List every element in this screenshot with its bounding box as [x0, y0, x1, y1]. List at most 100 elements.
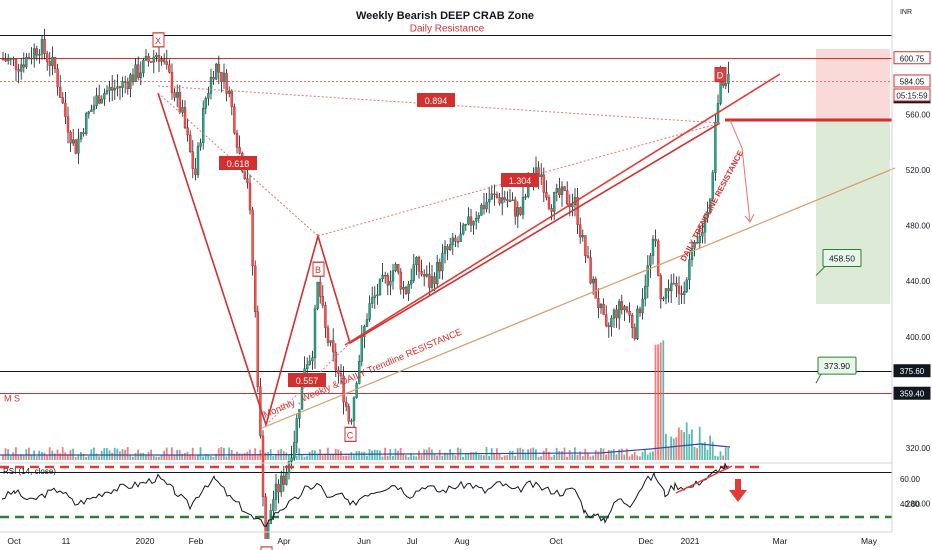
volume-bar — [602, 448, 605, 460]
candle-body — [646, 265, 649, 287]
volume-bar — [719, 451, 722, 460]
candle-body — [571, 204, 574, 208]
volume-bar — [433, 453, 436, 460]
candle-body — [126, 82, 130, 90]
candle-body — [514, 199, 517, 217]
candle-body — [17, 69, 20, 72]
volume-bar — [407, 456, 410, 460]
volume-bar — [288, 454, 290, 460]
candle-body — [4, 59, 7, 62]
candle-body — [503, 197, 506, 200]
volume-bar — [4, 448, 7, 460]
price-tick-label: 400.00 — [906, 333, 931, 342]
volume-bar — [204, 453, 207, 460]
ratio-label: 1.304 — [509, 176, 532, 186]
candle-body — [277, 483, 280, 493]
volume-bar — [355, 451, 358, 460]
volume-bar — [189, 455, 191, 460]
volume-bar — [561, 451, 563, 460]
volume-bar — [615, 454, 618, 460]
volume-bar — [657, 344, 659, 460]
level-label: Daily Resistance — [410, 24, 485, 35]
volume-bar — [610, 450, 613, 460]
candle-body — [225, 72, 228, 94]
candle-body — [508, 200, 512, 202]
candle-body — [386, 275, 389, 286]
volume-bar — [191, 447, 194, 460]
candle-body — [519, 207, 522, 215]
volume-bar — [550, 456, 553, 460]
candle-body — [90, 109, 93, 113]
candle-body — [376, 294, 379, 296]
candle-body — [188, 134, 192, 152]
volume-bar — [9, 454, 12, 460]
volume-bar — [353, 455, 355, 460]
candle-body — [204, 98, 208, 109]
candle-body — [61, 97, 64, 104]
pattern-point-label: X — [155, 36, 161, 46]
candle-body — [423, 274, 426, 277]
candle-body — [134, 64, 137, 82]
candle-body — [654, 238, 657, 242]
volume-bar — [584, 448, 587, 460]
volume-bar — [282, 451, 285, 460]
candle-body — [602, 303, 605, 315]
price-tag — [893, 51, 931, 65]
volume-bar — [20, 454, 22, 460]
volume-bar — [61, 447, 64, 460]
volume-bar — [225, 456, 228, 460]
candle-body — [521, 197, 525, 215]
candle-body — [488, 198, 491, 203]
volume-bar — [626, 448, 628, 460]
price-tick-label: 320.00 — [906, 444, 931, 453]
level-label: M S — [4, 394, 20, 404]
candle-body — [6, 58, 10, 62]
volume-bar — [347, 455, 350, 460]
volume-bar — [423, 449, 425, 460]
volume-bar — [579, 451, 581, 460]
candle-body — [201, 107, 205, 144]
volume-bar — [631, 454, 633, 460]
volume-bar — [711, 441, 714, 460]
volume-bar — [106, 448, 108, 460]
volume-bar — [613, 449, 615, 460]
candle-body — [365, 319, 369, 327]
candle-body — [563, 186, 566, 191]
candle-body — [136, 64, 140, 78]
candle-body — [332, 340, 335, 353]
candle-body — [628, 311, 631, 316]
candle-body — [467, 216, 470, 225]
candle-body — [306, 364, 309, 369]
volume-bar — [540, 456, 542, 460]
candle-body — [352, 397, 356, 421]
volume-bar — [537, 456, 540, 460]
candle-body — [149, 61, 153, 63]
candle-body — [625, 306, 629, 312]
volume-bar — [41, 452, 43, 460]
volume-bar — [324, 453, 327, 460]
candle-body — [9, 58, 13, 60]
candle-body — [501, 197, 504, 204]
volume-bar — [672, 438, 675, 460]
projection-arrowhead — [744, 213, 755, 223]
volume-bar — [451, 452, 454, 460]
candle-body — [165, 61, 169, 65]
volume-bar — [568, 450, 571, 460]
rsi-down-arrow-icon — [729, 479, 747, 502]
volume-bar — [77, 455, 80, 460]
volume-bar — [675, 437, 678, 460]
volume-bar — [693, 446, 696, 460]
volume-bar — [410, 452, 412, 460]
candle-body — [714, 121, 717, 173]
volume-bar — [15, 447, 17, 460]
candle-body — [59, 86, 62, 98]
candle-body — [456, 241, 460, 243]
candle-body — [207, 93, 210, 99]
candle-body — [196, 146, 200, 176]
candle-body — [233, 106, 236, 134]
rsi-title: RSI (14, close) — [3, 467, 56, 476]
candle-body — [51, 57, 54, 66]
volume-bar — [98, 456, 100, 460]
price-tag-label: 600.75 — [900, 54, 925, 63]
candle-body — [147, 56, 150, 62]
